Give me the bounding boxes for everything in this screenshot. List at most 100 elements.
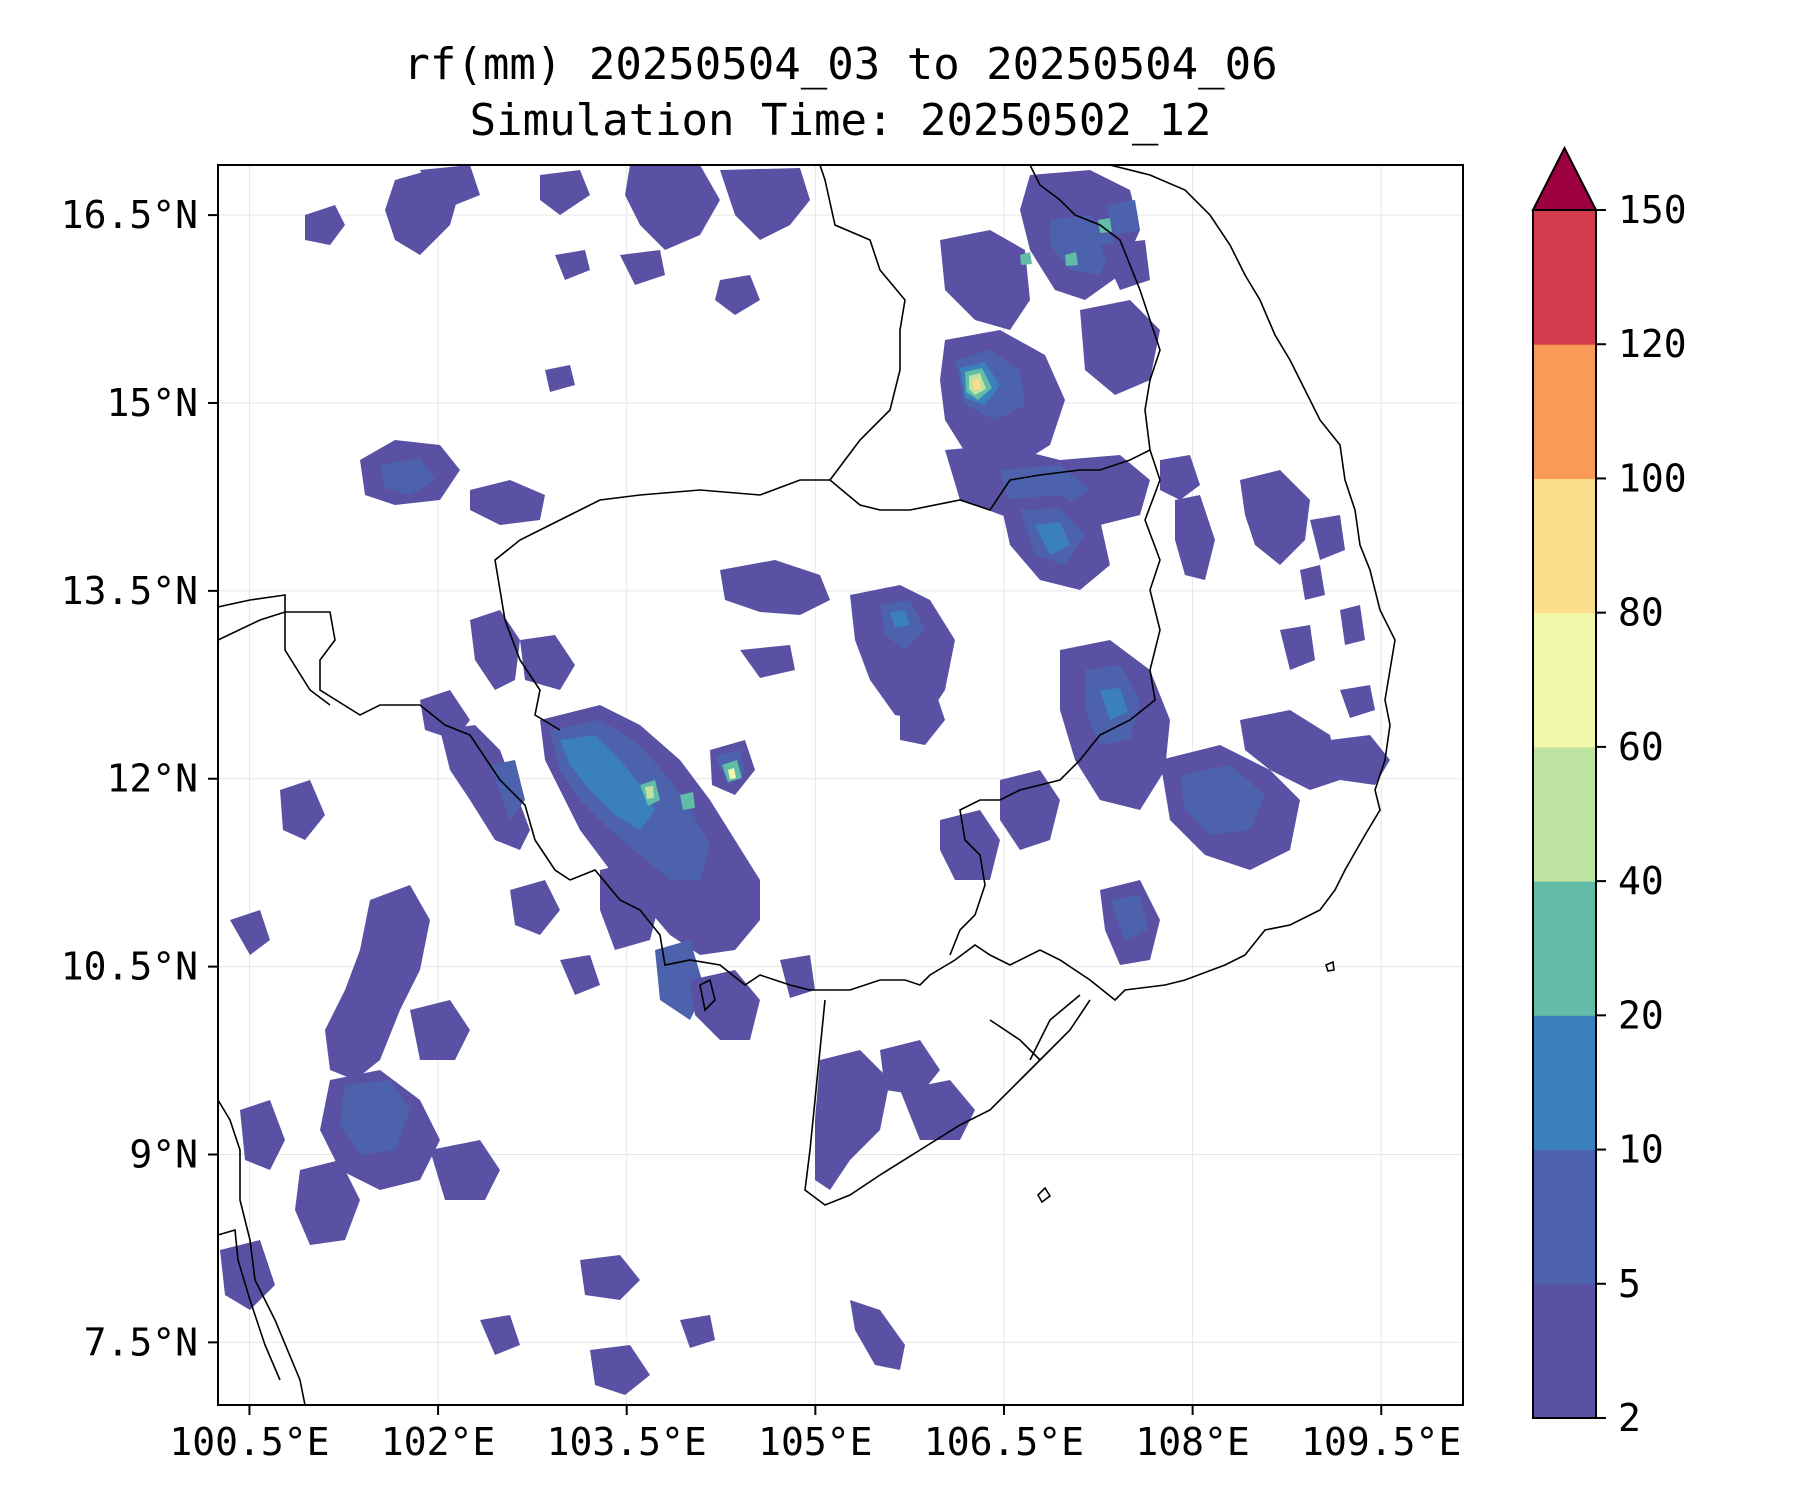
rain-area bbox=[420, 165, 480, 205]
rain-area bbox=[620, 250, 665, 285]
rain-area bbox=[850, 585, 955, 720]
y-tick-label: 16.5°N bbox=[61, 193, 198, 237]
rain-area bbox=[1105, 200, 1140, 235]
rain-area bbox=[305, 205, 345, 245]
coastline bbox=[569, 165, 1396, 1002]
colorbar-tick-label: 2 bbox=[1618, 1396, 1641, 1440]
rain-area bbox=[510, 880, 560, 935]
map-subtitle: Simulation Time: 20250502_12 bbox=[469, 95, 1212, 146]
rain-area bbox=[680, 792, 695, 810]
colorbar-extend-arrow bbox=[1531, 145, 1598, 211]
colorbar-segment bbox=[1533, 881, 1596, 1016]
rain-area bbox=[720, 168, 810, 240]
coastline bbox=[218, 611, 571, 881]
colorbar-tick-label: 5 bbox=[1618, 1262, 1641, 1306]
rain-area bbox=[645, 786, 654, 799]
colorbar: 2 5 10 20 40 60 80 100 120 150 bbox=[1531, 145, 1687, 1440]
x-tick-label: 109.5°E bbox=[1301, 1420, 1461, 1464]
rain-area bbox=[590, 1345, 650, 1395]
rain-area bbox=[1065, 252, 1078, 266]
rain-area bbox=[560, 955, 600, 995]
rain-area bbox=[1340, 605, 1365, 645]
y-tick-label: 13.5°N bbox=[61, 569, 198, 613]
rain-area bbox=[890, 610, 910, 628]
rain-area bbox=[470, 480, 545, 525]
x-tick-label: 100.5°E bbox=[169, 1420, 329, 1464]
colorbar-segment bbox=[1533, 210, 1596, 345]
rain-area bbox=[580, 1255, 640, 1300]
rain-area bbox=[340, 1080, 410, 1155]
coastline bbox=[218, 1099, 306, 1405]
island bbox=[1325, 960, 1335, 972]
rainfall-fill bbox=[220, 165, 1390, 1395]
rain-area bbox=[780, 955, 815, 998]
rain-area bbox=[940, 230, 1030, 330]
rain-area bbox=[220, 1240, 275, 1310]
border bbox=[218, 594, 331, 706]
coastline bbox=[989, 1019, 1041, 1061]
island bbox=[1037, 1186, 1052, 1204]
rain-area bbox=[410, 1000, 470, 1060]
border bbox=[499, 589, 561, 731]
colorbar-segment bbox=[1533, 1015, 1596, 1151]
rain-area bbox=[470, 610, 520, 690]
rain-area bbox=[1240, 470, 1310, 565]
rain-area bbox=[380, 458, 435, 495]
rain-area bbox=[690, 970, 760, 1040]
rain-area bbox=[815, 1050, 890, 1190]
rain-area bbox=[1160, 455, 1200, 500]
rain-area bbox=[1110, 895, 1148, 940]
x-tick-label: 106.5°E bbox=[924, 1420, 1084, 1464]
colorbar-tick-label: 60 bbox=[1618, 725, 1664, 769]
rain-area bbox=[1100, 688, 1128, 720]
colorbar-segment bbox=[1533, 1283, 1596, 1419]
colorbar-tick-label: 80 bbox=[1618, 591, 1664, 635]
rain-area bbox=[295, 1160, 360, 1245]
colorbar-segment bbox=[1533, 746, 1596, 882]
rain-area bbox=[740, 645, 795, 678]
y-tick-label: 10.5°N bbox=[61, 945, 198, 989]
rain-area bbox=[728, 768, 736, 779]
colorbar-segment bbox=[1533, 344, 1596, 479]
y-tick-label: 9°N bbox=[129, 1132, 198, 1176]
rain-area bbox=[520, 635, 575, 690]
colorbar-tick-label: 150 bbox=[1618, 188, 1687, 232]
rain-area bbox=[1340, 685, 1375, 718]
x-tick-label: 102°E bbox=[381, 1420, 495, 1464]
rain-area bbox=[972, 379, 981, 390]
rain-area bbox=[900, 1080, 975, 1140]
rain-area bbox=[900, 690, 945, 745]
axis-ticks: 100.5°E 102°E 103.5°E 105°E 106.5°E 108°E 109.… bbox=[61, 193, 1462, 1464]
rain-area bbox=[325, 885, 430, 1080]
colorbar-segment bbox=[1533, 1149, 1596, 1285]
rain-area bbox=[1080, 300, 1160, 395]
rain-area bbox=[280, 780, 325, 840]
rain-area bbox=[230, 910, 270, 955]
x-tick-label: 105°E bbox=[758, 1420, 872, 1464]
rain-area bbox=[1310, 515, 1345, 560]
rain-area bbox=[1175, 495, 1215, 580]
border bbox=[494, 449, 1151, 591]
coastline bbox=[1029, 994, 1081, 1061]
colorbar-tick-label: 40 bbox=[1618, 859, 1664, 903]
rain-area bbox=[625, 165, 720, 250]
colorbar-tick-label: 120 bbox=[1618, 322, 1687, 366]
border bbox=[1029, 165, 1161, 451]
y-tick-label: 12°N bbox=[106, 757, 198, 801]
rain-area bbox=[880, 1040, 940, 1095]
colorbar-frame bbox=[1532, 209, 1597, 1419]
rain-area bbox=[440, 725, 530, 850]
rain-area bbox=[1035, 522, 1070, 555]
rain-area bbox=[1098, 218, 1112, 233]
coastline bbox=[218, 1228, 281, 1381]
rain-area bbox=[715, 275, 760, 315]
y-tick-label: 15°N bbox=[106, 381, 198, 425]
rain-area bbox=[480, 1315, 520, 1355]
rain-area bbox=[1240, 710, 1340, 790]
rain-area bbox=[560, 735, 655, 830]
rain-area bbox=[1020, 252, 1032, 265]
coastlines-borders bbox=[218, 165, 1396, 1405]
colorbar-tick-label: 10 bbox=[1618, 1128, 1664, 1172]
x-tick-label: 108°E bbox=[1135, 1420, 1249, 1464]
